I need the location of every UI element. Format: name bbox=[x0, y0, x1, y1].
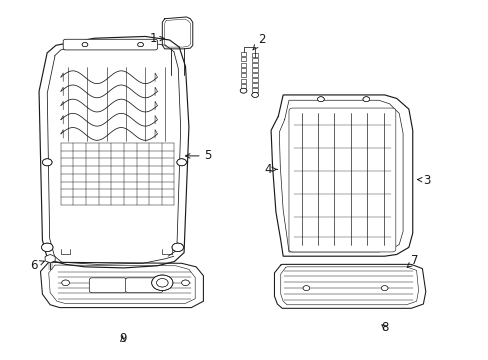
Circle shape bbox=[61, 280, 69, 285]
Circle shape bbox=[303, 285, 309, 291]
Bar bbox=[241, 73, 245, 77]
Text: 3: 3 bbox=[417, 174, 430, 186]
Bar bbox=[252, 73, 258, 77]
Circle shape bbox=[151, 275, 173, 291]
Bar bbox=[241, 68, 245, 72]
Bar bbox=[252, 68, 258, 72]
Bar bbox=[252, 83, 258, 87]
Bar bbox=[241, 63, 245, 67]
Bar bbox=[252, 58, 258, 62]
Circle shape bbox=[240, 88, 246, 93]
Circle shape bbox=[41, 243, 53, 252]
Circle shape bbox=[317, 97, 324, 102]
Bar bbox=[241, 57, 245, 61]
Text: 4: 4 bbox=[264, 163, 277, 176]
Text: 9: 9 bbox=[119, 332, 126, 345]
Text: 6: 6 bbox=[30, 258, 44, 271]
Circle shape bbox=[362, 97, 369, 102]
FancyBboxPatch shape bbox=[89, 278, 126, 293]
Bar bbox=[241, 78, 245, 82]
FancyBboxPatch shape bbox=[63, 39, 157, 50]
Bar bbox=[241, 52, 245, 56]
Text: 2: 2 bbox=[252, 33, 264, 50]
Circle shape bbox=[177, 159, 186, 166]
Polygon shape bbox=[45, 255, 55, 263]
Circle shape bbox=[172, 243, 183, 252]
Bar bbox=[241, 84, 245, 88]
Bar bbox=[252, 53, 258, 57]
Text: 7: 7 bbox=[407, 254, 418, 267]
Circle shape bbox=[156, 279, 168, 287]
Bar bbox=[252, 78, 258, 82]
Bar bbox=[252, 88, 258, 92]
Text: 5: 5 bbox=[185, 149, 211, 162]
Circle shape bbox=[42, 159, 52, 166]
Circle shape bbox=[82, 42, 88, 47]
FancyBboxPatch shape bbox=[288, 108, 395, 252]
Circle shape bbox=[181, 280, 189, 285]
Circle shape bbox=[381, 285, 387, 291]
FancyBboxPatch shape bbox=[125, 278, 163, 293]
Text: 8: 8 bbox=[380, 321, 387, 334]
Text: 1: 1 bbox=[149, 32, 164, 45]
Bar bbox=[252, 63, 258, 67]
Circle shape bbox=[251, 93, 258, 98]
Circle shape bbox=[138, 42, 143, 47]
